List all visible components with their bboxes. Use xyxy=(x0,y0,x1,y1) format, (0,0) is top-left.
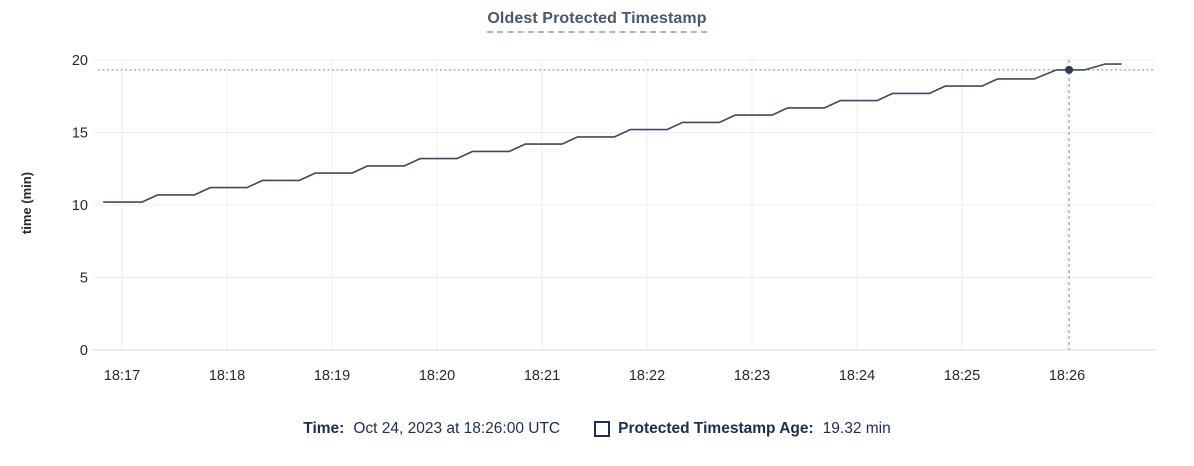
x-tick-label: 18:22 xyxy=(629,368,665,384)
y-tick-label: 20 xyxy=(72,53,88,69)
y-axis-label: time (min) xyxy=(19,171,34,235)
legend-series-value: 19.32 min xyxy=(822,420,891,437)
chart-header: Oldest Protected Timestamp xyxy=(0,10,1194,33)
x-tick-label: 18:18 xyxy=(209,368,245,384)
x-tick-label: 18:24 xyxy=(839,368,875,384)
chart-canvas[interactable]: 0 5 10 15 20 18:17 18:18 18:19 18:20 18:21 18:22 18… xyxy=(0,0,1194,410)
y-tick-label: 0 xyxy=(80,343,88,359)
y-tick-label: 5 xyxy=(80,271,88,287)
x-tick-label: 18:20 xyxy=(419,368,455,384)
series-line xyxy=(103,63,1122,203)
y-tick-label: 15 xyxy=(72,126,88,142)
chart-title[interactable]: Oldest Protected Timestamp xyxy=(487,10,707,33)
x-tick-label: 18:19 xyxy=(314,368,350,384)
x-tick-label: 18:17 xyxy=(104,368,140,384)
legend-time-label: Time: xyxy=(303,420,345,437)
legend-series-group: Protected Timestamp Age: 19.32 min xyxy=(594,420,891,438)
y-tick-label: 10 xyxy=(72,198,88,214)
series-toggle-checkbox-icon[interactable] xyxy=(594,421,611,437)
legend-time-group: Time: Oct 24, 2023 at 18:26:00 UTC xyxy=(303,420,560,438)
legend-time-value: Oct 24, 2023 at 18:26:00 UTC xyxy=(353,420,561,437)
x-tick-label: 18:26 xyxy=(1049,368,1085,384)
x-tick-label: 18:25 xyxy=(944,368,980,384)
legend-series-label: Protected Timestamp Age: xyxy=(618,420,814,437)
highlighted-point[interactable] xyxy=(1065,65,1074,74)
x-tick-label: 18:23 xyxy=(734,368,770,384)
chart-legend: Time: Oct 24, 2023 at 18:26:00 UTC Prote… xyxy=(0,420,1194,438)
x-tick-label: 18:21 xyxy=(524,368,560,384)
